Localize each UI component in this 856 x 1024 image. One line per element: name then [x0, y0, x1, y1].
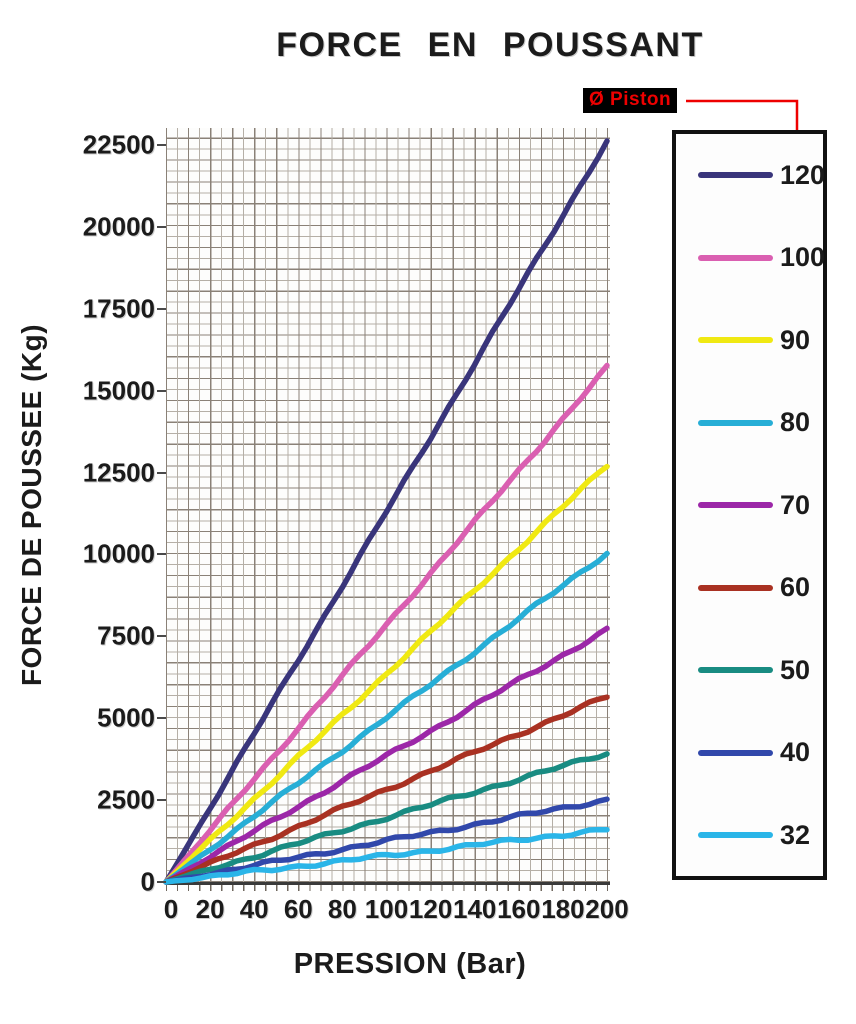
- legend-swatch-40: [698, 749, 773, 756]
- series-line-90: [163, 463, 610, 885]
- series-line-120: [163, 138, 610, 885]
- legend-item-40: 40: [676, 737, 823, 768]
- x-tick-label: 40: [239, 894, 269, 924]
- y-tick-mark: [157, 389, 166, 392]
- legend-swatch-50: [698, 667, 773, 673]
- legend-swatch-120: [698, 172, 773, 178]
- series-line-40: [163, 796, 610, 885]
- legend-label: 50: [780, 654, 811, 685]
- legend-swatch-60: [698, 584, 773, 591]
- y-tick-label: 5000: [97, 702, 155, 733]
- legend-item-70: 70: [676, 490, 823, 520]
- x-tick-label: 80: [327, 894, 357, 924]
- y-tick-label: 22500: [82, 129, 155, 160]
- x-tick-label: 180: [541, 894, 585, 924]
- x-tick-label: 120: [408, 894, 453, 924]
- x-tick-label: 20: [195, 894, 225, 924]
- legend-label: 60: [780, 572, 811, 602]
- series-line-80: [163, 550, 610, 885]
- legend-label: 120: [780, 159, 826, 190]
- y-tick-label: 2500: [97, 784, 155, 815]
- y-tick-mark: [157, 144, 166, 146]
- chart-title: FORCE EN POUSSANT: [276, 26, 704, 64]
- y-tick-mark: [157, 553, 166, 556]
- x-tick-label: 100: [364, 894, 409, 924]
- legend-label: 90: [780, 324, 811, 355]
- y-tick-label: 7500: [97, 620, 155, 651]
- y-tick-label: 17500: [82, 293, 155, 324]
- series-line-100: [163, 362, 610, 885]
- series-line-70: [163, 625, 610, 885]
- y-tick-mark: [157, 225, 166, 228]
- y-tick-label: 12500: [82, 457, 155, 488]
- legend-item-100: 100: [676, 242, 826, 273]
- x-tick-label: 140: [452, 894, 497, 924]
- y-tick-label: 20000: [82, 211, 155, 242]
- y-tick-mark: [157, 717, 166, 720]
- x-axis-title: PRESSION (Bar): [293, 948, 527, 980]
- series-line-50: [163, 751, 610, 885]
- x-tick-label: 160: [497, 894, 541, 924]
- series-line-32: [163, 826, 610, 885]
- legend-item-60: 60: [676, 572, 823, 603]
- legend-title-piston-diameter: Ø Piston: [583, 88, 678, 113]
- y-tick-label: 15000: [82, 375, 155, 406]
- x-tick-label: 0: [163, 894, 179, 924]
- legend: 120 100 90 80 70 60 50 40 32: [672, 130, 827, 880]
- x-axis-minor-ticks: [166, 885, 610, 891]
- legend-item-32: 32: [676, 820, 823, 850]
- legend-label: 70: [780, 489, 811, 520]
- y-tick-mark: [157, 881, 166, 883]
- y-tick-mark: [157, 799, 166, 802]
- y-tick-label: 0: [140, 866, 155, 897]
- y-tick-mark: [157, 635, 166, 638]
- plot-area: [163, 128, 610, 885]
- x-tick-label: 200: [585, 894, 629, 924]
- y-tick-label: 10000: [82, 538, 155, 569]
- y-axis-title: FORCE DE POUSSEE (Kg): [16, 323, 47, 687]
- legend-item-80: 80: [676, 407, 823, 438]
- data-lines: [163, 138, 610, 885]
- legend-swatch-32: [698, 832, 773, 838]
- y-tick-mark: [157, 307, 166, 310]
- legend-swatch-80: [698, 419, 773, 426]
- series-line-60: [163, 694, 610, 885]
- legend-swatch-90: [698, 337, 773, 343]
- y-tick-mark: [157, 471, 166, 474]
- legend-swatch-70: [698, 502, 773, 508]
- legend-item-90: 90: [676, 325, 823, 355]
- legend-item-120: 120: [676, 159, 826, 190]
- legend-swatch-100: [698, 254, 773, 261]
- legend-label: 40: [780, 737, 811, 767]
- legend-label: 80: [780, 407, 811, 437]
- x-tick-label: 60: [283, 894, 313, 924]
- legend-item-50: 50: [676, 655, 823, 685]
- legend-label: 32: [780, 819, 811, 850]
- legend-label: 100: [780, 242, 826, 272]
